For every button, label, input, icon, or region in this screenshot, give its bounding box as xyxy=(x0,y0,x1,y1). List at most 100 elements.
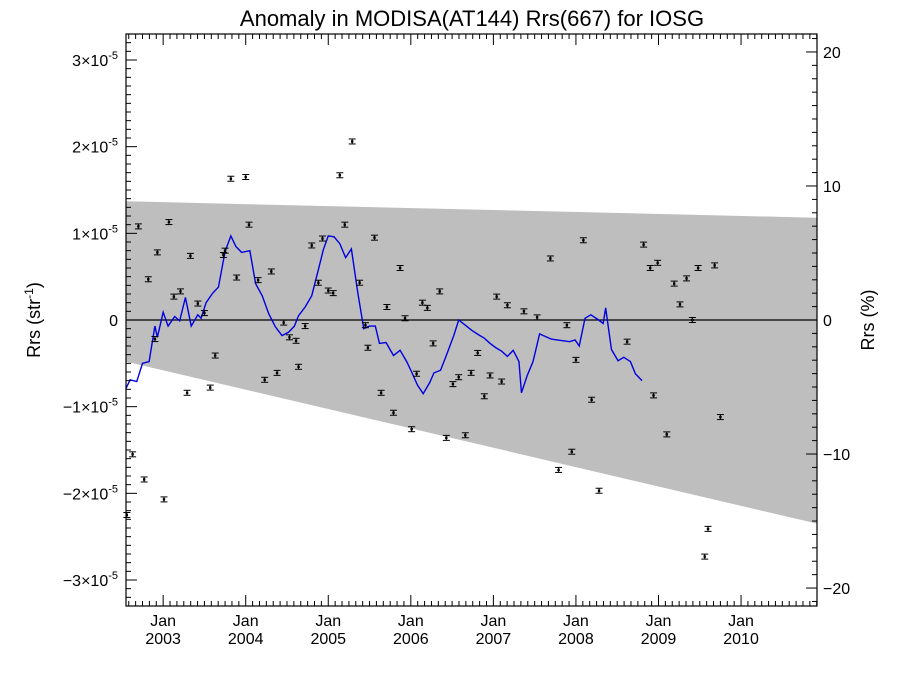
point-marker xyxy=(457,376,460,379)
point-marker xyxy=(557,468,560,472)
point-marker xyxy=(483,395,486,398)
data-point-67 xyxy=(533,314,541,321)
axis-ticks-layer: Jan2003Jan2004Jan2005Jan2006Jan2007Jan20… xyxy=(63,33,850,648)
point-marker xyxy=(366,346,370,349)
data-point-28 xyxy=(285,334,293,341)
data-points-layer xyxy=(123,138,724,560)
data-point-66 xyxy=(520,308,528,315)
data-point-65 xyxy=(503,302,511,309)
data-point-12 xyxy=(186,252,194,259)
data-point-14 xyxy=(200,310,208,317)
data-point-56 xyxy=(449,381,457,388)
data-point-88 xyxy=(704,525,712,532)
x-tick-label-month: Jan xyxy=(398,613,424,630)
data-point-84 xyxy=(683,275,691,282)
point-marker xyxy=(703,555,706,558)
confidence-band xyxy=(126,201,817,524)
y-axis-label: Rrs (str-1) xyxy=(22,282,44,358)
point-marker xyxy=(451,382,455,386)
point-marker xyxy=(297,365,300,368)
point-marker xyxy=(209,386,212,389)
point-marker xyxy=(426,306,429,310)
data-point-31 xyxy=(301,323,309,330)
data-point-35 xyxy=(324,287,332,294)
point-marker xyxy=(358,281,361,284)
data-point-73 xyxy=(579,237,587,244)
y2-tick-label: 20 xyxy=(823,45,841,62)
x-tick-label-month: Jan xyxy=(646,613,672,630)
data-point-49 xyxy=(408,426,416,433)
data-point-54 xyxy=(436,288,444,295)
point-marker xyxy=(351,140,354,143)
data-point-70 xyxy=(563,322,571,329)
data-point-59 xyxy=(467,369,475,376)
data-point-68 xyxy=(546,255,554,262)
point-marker xyxy=(303,324,307,328)
y2-axis-label: Rrs (%) xyxy=(858,290,878,351)
point-marker xyxy=(398,266,402,270)
x-tick-label-month: Jan xyxy=(150,613,176,630)
point-marker xyxy=(672,282,676,285)
point-marker xyxy=(137,225,140,228)
point-marker xyxy=(570,450,574,453)
data-point-29 xyxy=(292,337,300,344)
data-point-87 xyxy=(701,553,709,560)
confidence-band-layer xyxy=(126,201,817,524)
data-point-7 xyxy=(160,496,168,503)
data-point-8 xyxy=(165,219,173,226)
x-tick-label-month: Jan xyxy=(563,613,589,630)
y2-tick-label: −10 xyxy=(823,447,850,464)
point-marker xyxy=(156,251,159,254)
chart-title: Anomaly in MODISA(AT144) Rrs(667) for IO… xyxy=(240,6,704,31)
data-point-42 xyxy=(364,344,372,351)
data-point-85 xyxy=(688,317,696,323)
point-marker xyxy=(713,264,716,267)
x-tick-label-year: 2008 xyxy=(558,631,594,648)
point-marker xyxy=(431,342,435,345)
data-point-90 xyxy=(716,414,724,421)
point-marker xyxy=(415,372,418,375)
data-point-80 xyxy=(654,259,662,266)
x-tick-label-year: 2006 xyxy=(393,631,429,648)
point-marker xyxy=(590,398,593,401)
data-point-37 xyxy=(336,172,344,179)
data-point-27 xyxy=(280,319,288,326)
data-point-71 xyxy=(568,448,576,455)
data-point-52 xyxy=(423,304,431,311)
data-point-62 xyxy=(486,372,494,379)
data-point-20 xyxy=(233,274,241,281)
point-marker xyxy=(696,266,700,270)
y2-tick-label: 0 xyxy=(823,313,832,330)
point-marker xyxy=(678,303,682,306)
data-point-33 xyxy=(314,279,322,286)
data-point-50 xyxy=(413,370,421,377)
point-marker xyxy=(574,358,578,362)
data-point-55 xyxy=(442,434,450,441)
data-point-76 xyxy=(623,338,631,345)
point-marker xyxy=(343,223,346,226)
y-tick-label: −3×10-5 xyxy=(63,570,118,590)
data-point-24 xyxy=(261,376,269,383)
point-marker xyxy=(338,174,342,177)
point-marker xyxy=(403,317,407,320)
data-point-26 xyxy=(273,369,281,376)
point-marker xyxy=(282,321,285,324)
point-marker xyxy=(469,371,473,375)
running-mean-line-layer xyxy=(125,234,643,395)
data-point-10 xyxy=(176,288,184,295)
data-point-58 xyxy=(461,432,469,439)
point-marker xyxy=(373,236,376,239)
data-point-43 xyxy=(370,234,378,241)
data-point-15 xyxy=(206,384,214,391)
point-marker xyxy=(379,391,383,394)
x-tick-label-year: 2007 xyxy=(476,631,512,648)
point-marker xyxy=(685,277,688,280)
point-marker xyxy=(321,237,324,240)
point-marker xyxy=(153,337,157,341)
point-marker xyxy=(691,318,694,322)
data-point-39 xyxy=(348,138,356,145)
point-marker xyxy=(172,295,176,298)
point-marker xyxy=(185,391,189,394)
point-marker xyxy=(410,428,413,431)
point-marker xyxy=(332,291,335,295)
